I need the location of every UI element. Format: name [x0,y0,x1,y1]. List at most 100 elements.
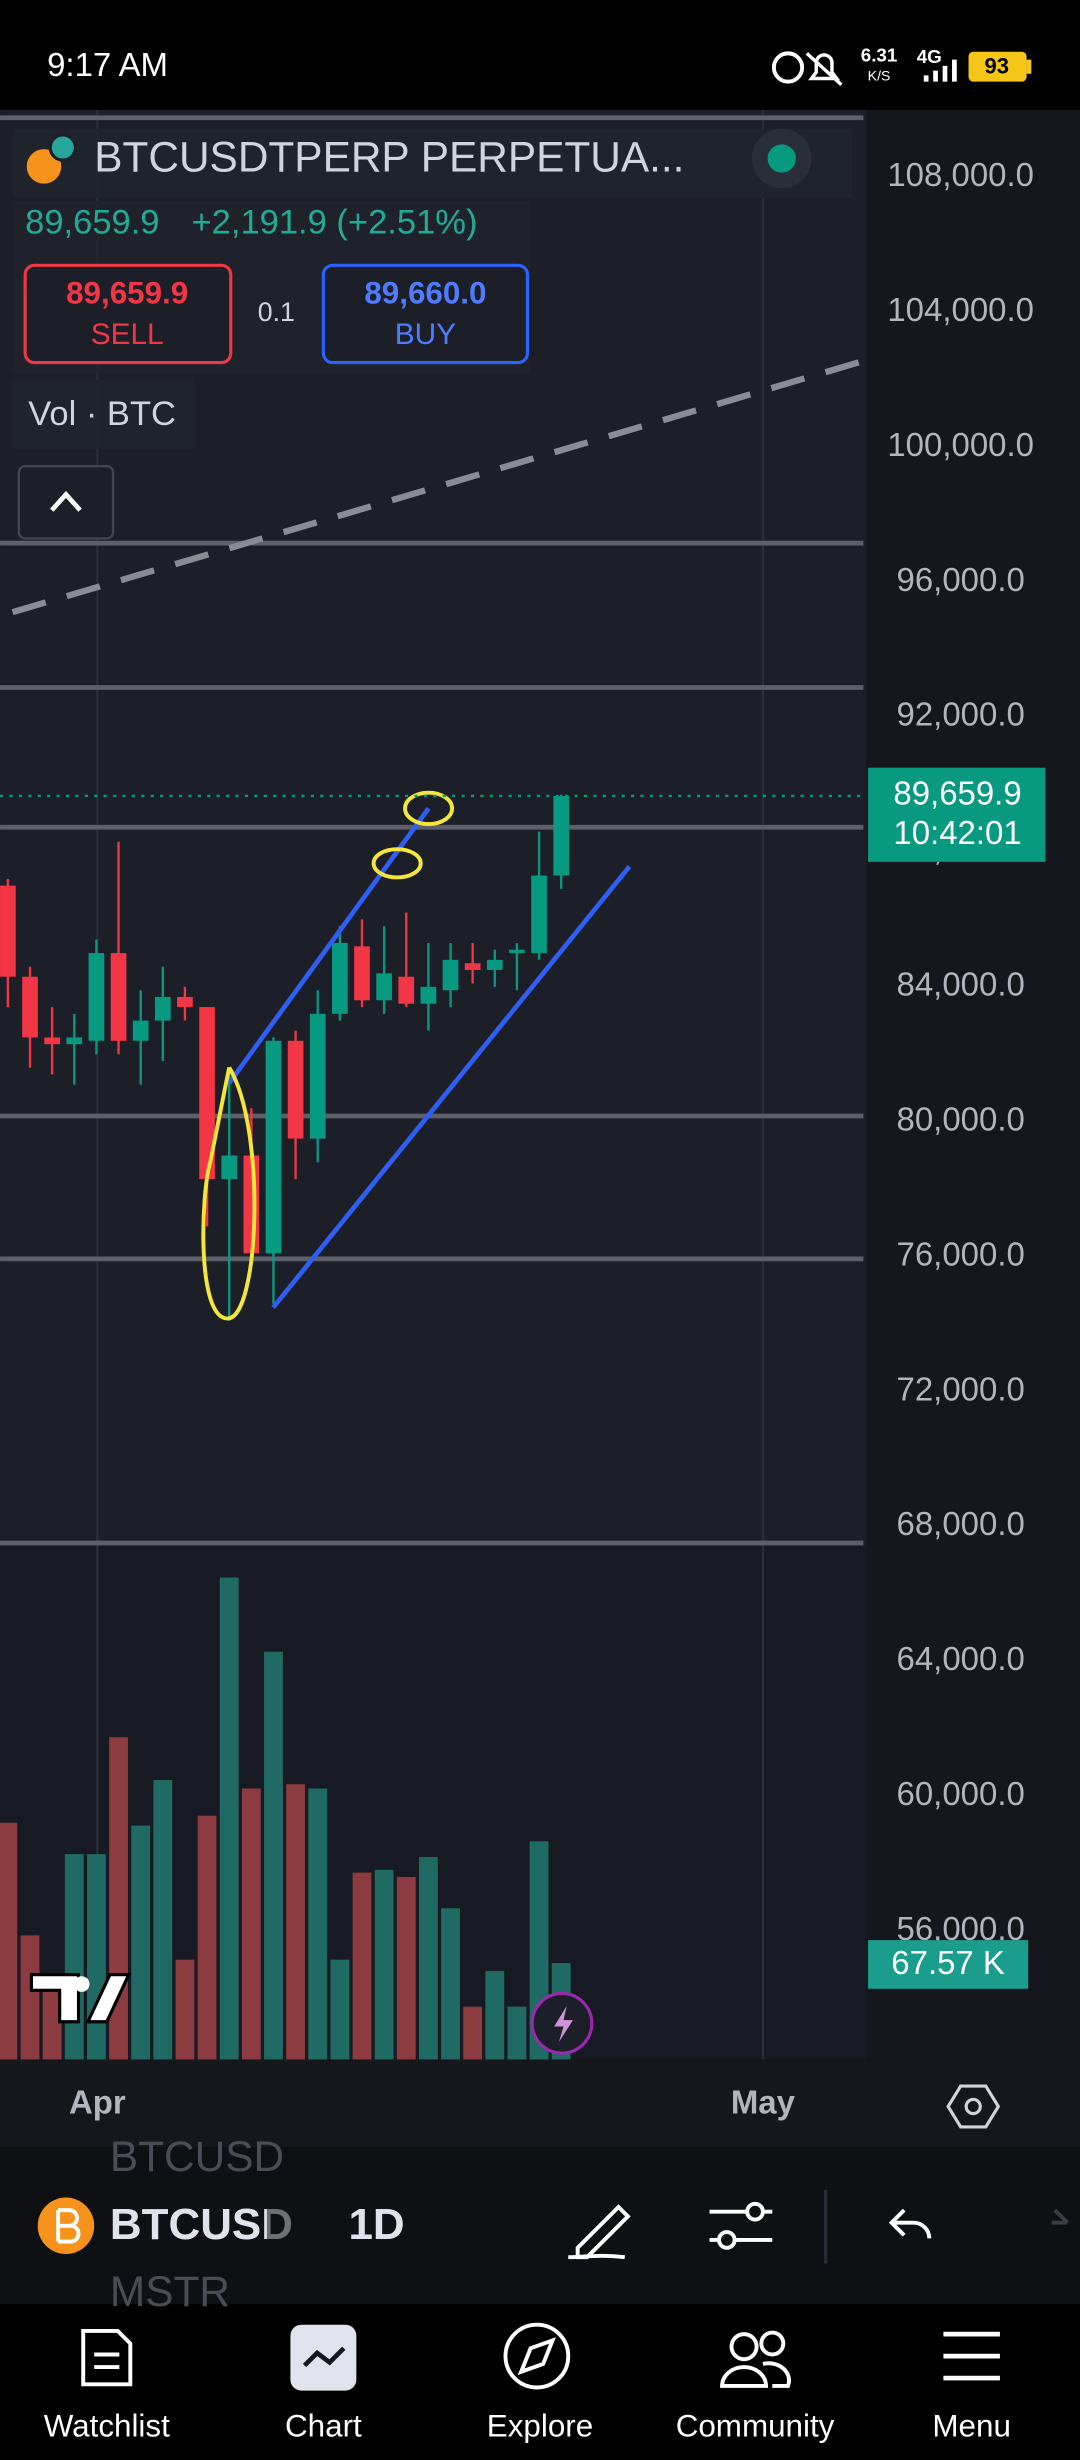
volume-bar [286,1784,306,2060]
chevron-up [50,490,82,512]
status-bar [0,0,1080,110]
time-axis [0,2059,1080,2148]
volume-bar [219,1577,239,2060]
candle-body [132,1020,149,1041]
community-icon[interactable] [729,2332,759,2362]
highlight-loop [201,1066,257,1321]
collapse-button[interactable] [17,465,115,540]
battery-tip [1026,59,1032,74]
candle-body [221,1155,238,1180]
market-open-dot [767,144,796,173]
price-tick-label: 76,000.0 [897,1235,1025,1272]
candle-body [464,963,481,970]
next-symbol: MSTR [110,2268,230,2315]
interval[interactable]: 1D [348,2200,404,2249]
draw-icon[interactable] [568,2204,631,2260]
candle-body [265,1040,282,1254]
nav-label[interactable]: Chart [285,2409,362,2444]
indicator-knob [745,2201,765,2222]
toolbar [0,2147,1080,2305]
buy-label[interactable]: BUY [395,318,456,351]
volume-bar [197,1815,217,2060]
volume-bar [418,1856,438,2060]
battery-icon [968,51,1027,82]
redo-icon[interactable] [1051,2208,1069,2225]
explore-icon[interactable] [503,2322,571,2390]
volume-legend-label: Vol · BTC [28,395,176,433]
explore-needle [517,2337,556,2376]
settings-icon[interactable] [946,2084,1001,2129]
undo-icon[interactable] [888,2208,932,2239]
buy-price[interactable]: 89,660.0 [364,275,486,310]
btc-glyph [56,2208,81,2244]
quantity[interactable]: 0.1 [258,297,295,327]
sell-price[interactable]: 89,659.9 [66,275,188,310]
volume-bar [175,1959,195,2060]
volume-bar [153,1779,173,2060]
nav-bar [0,2304,1080,2460]
candle-body [553,795,570,876]
net-speed-unit: K/S [868,68,891,84]
candle-body [66,1037,83,1045]
buy-button[interactable] [321,263,530,365]
volume-bar [20,1935,40,2060]
price-tick-label: 72,000.0 [897,1370,1025,1407]
status-time: 9:17 AM [47,46,168,83]
candle-body [376,973,392,1001]
toolbar-symbol[interactable]: BTCUSD [110,2200,293,2249]
price-tick-label: 92,000.0 [897,696,1025,733]
bar-countdown: 10:42:01 [893,814,1021,851]
sell-label[interactable]: SELL [91,318,164,351]
candles [0,794,571,2060]
candle-body [309,1013,326,1139]
volume-bar [0,1822,18,2060]
volume-bar [485,1971,505,2060]
time-label: May [731,2084,796,2121]
candle-body [486,959,503,970]
nav-label[interactable]: Explore [487,2409,593,2444]
price-tick-label: 80,000.0 [897,1100,1025,1137]
candle-body [0,885,16,977]
price-tick-label: 60,000.0 [897,1775,1025,1812]
tradingview-logo [29,1973,132,2024]
volume-bar [507,2006,527,2060]
price-tick-label: 100,000.0 [887,426,1034,463]
last-price-box [868,767,1046,862]
volume-bar [64,1854,84,2060]
candle-body [88,953,105,1041]
highlight-circle [371,847,423,880]
volume-bar [441,1908,460,2060]
watchlist-icon[interactable] [81,2329,133,2387]
alarm-icon [771,51,805,84]
signal-icon [923,59,957,82]
volume-bar [241,1788,261,2060]
volume-legend [12,379,195,449]
candle-body [44,1037,60,1045]
dashed-trendline [11,358,865,616]
candle-body [354,946,370,1001]
symbol-fade [266,2189,311,2269]
lightning-icon [554,2006,573,2043]
last-volume-box [868,1940,1029,1989]
nav-label[interactable]: Watchlist [44,2409,170,2444]
candle-body [287,1040,304,1139]
candle-body [332,942,348,1014]
price-tick-label: 96,000.0 [897,561,1025,598]
nav-label[interactable]: Community [676,2409,835,2444]
exchange-icon [48,133,77,162]
menu-icon[interactable] [943,2331,1000,2381]
volume-bar [330,1959,350,2060]
price-tick-label: 84,000.0 [897,966,1025,1003]
candle-body [398,976,415,1004]
volume-bar [42,1980,62,2060]
nav-label[interactable]: Menu [932,2409,1010,2444]
chart-icon-line [302,2346,346,2368]
tradingview-logo-dot [73,1976,90,1992]
symbol-row [12,128,853,198]
volume-bar [264,1651,283,2060]
last-volume-label: 67.57 K [891,1944,1005,1981]
settings-icon-center [964,2097,982,2116]
sell-button[interactable] [23,263,233,365]
volume-bar [131,1825,151,2060]
